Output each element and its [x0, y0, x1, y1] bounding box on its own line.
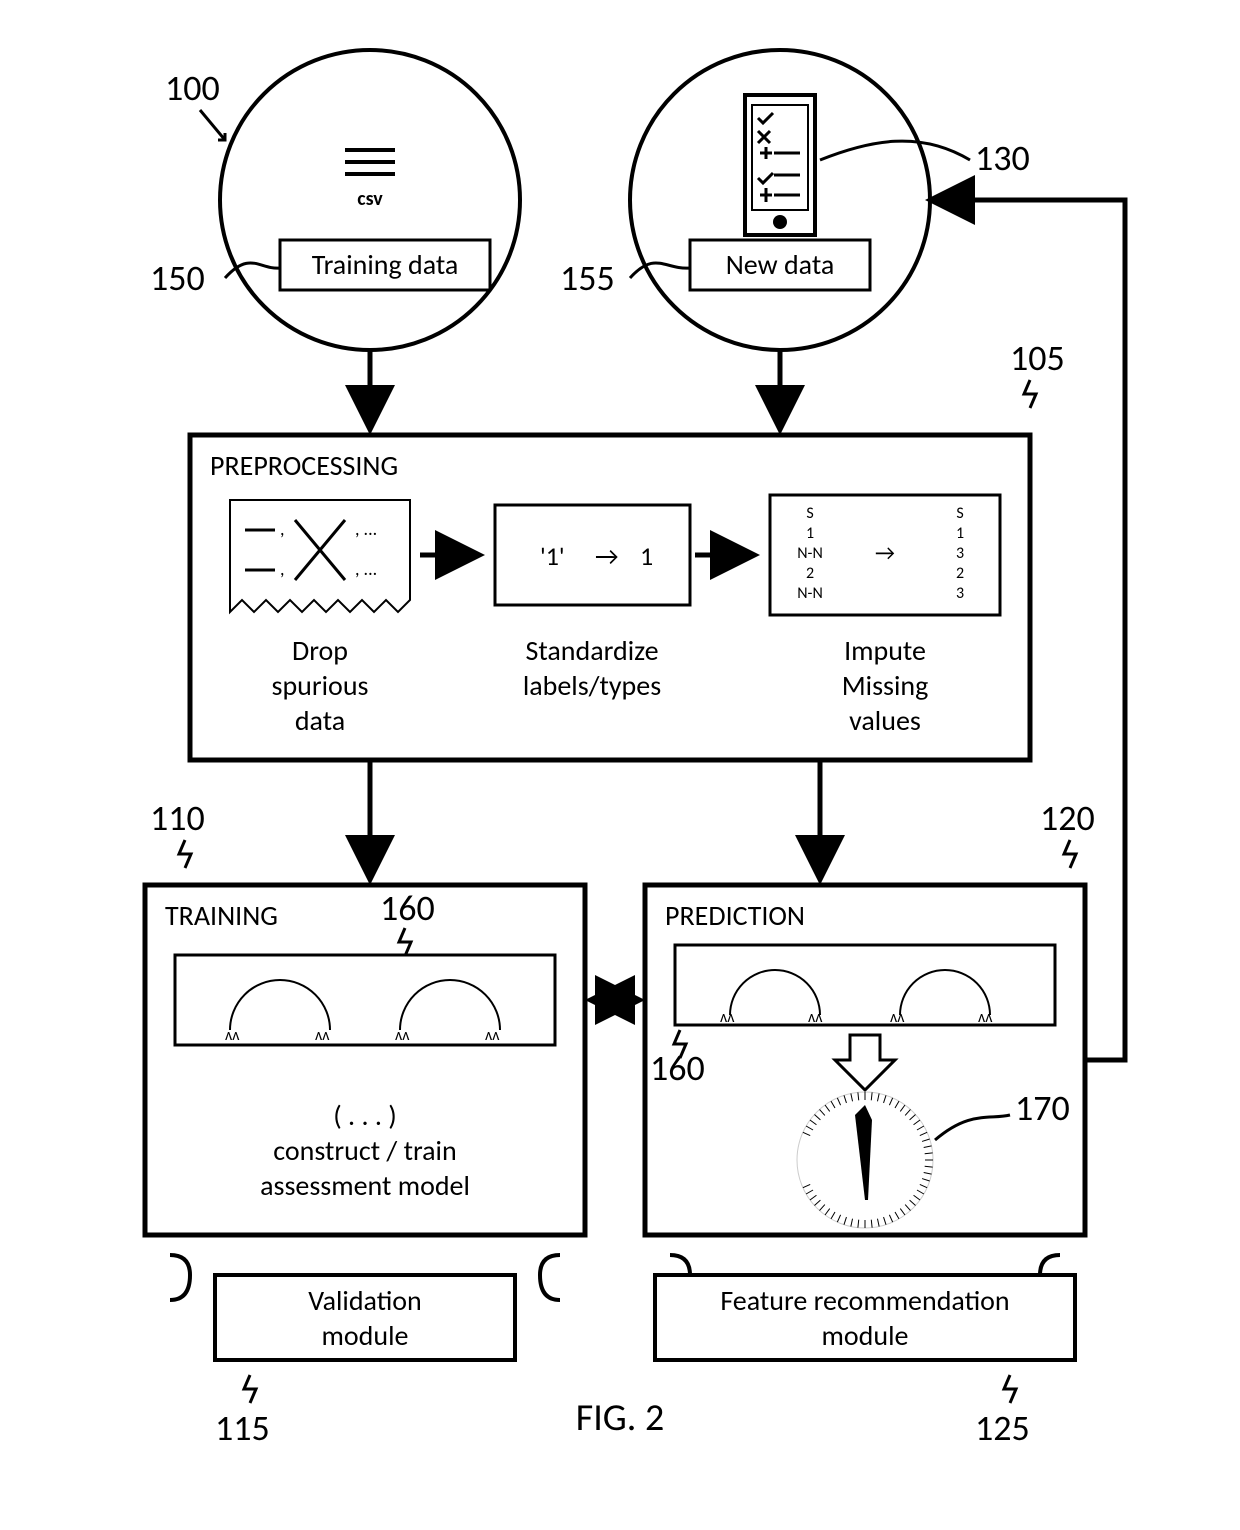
- gauge-icon: [797, 1092, 933, 1228]
- ref-160b: 160: [650, 1046, 705, 1090]
- prediction-title: PREDICTION: [665, 898, 805, 933]
- svg-text:ʌʌ: ʌʌ: [808, 1008, 823, 1027]
- ref-150: 150: [150, 256, 205, 300]
- svg-text:ʌʌ: ʌʌ: [890, 1008, 905, 1027]
- ref-105: 105: [1010, 336, 1065, 380]
- train-l1: ( . . . ): [333, 1098, 397, 1133]
- svg-text:1: 1: [956, 524, 964, 543]
- preprocessing-title: PREPROCESSING: [210, 448, 398, 483]
- svg-text:→: →: [595, 540, 619, 572]
- training-data-circle: csv Training data: [220, 50, 520, 350]
- svg-text:ʌʌ: ʌʌ: [225, 1026, 240, 1045]
- drop-l1: Drop: [292, 633, 348, 668]
- new-data-circle: New data: [630, 50, 930, 350]
- svg-text:, ...: , ...: [355, 558, 377, 580]
- featrec-l1: Feature recommendation: [720, 1283, 1009, 1318]
- std-l2: labels/types: [523, 668, 661, 703]
- svg-text:S: S: [956, 504, 963, 523]
- validation-l2: module: [322, 1318, 409, 1353]
- svg-text:,: ,: [280, 558, 285, 580]
- train-l3: assessment model: [260, 1168, 470, 1203]
- training-title: TRAINING: [165, 898, 278, 933]
- impute-icon: S 1 N-N 2 N-N → S 1 3 2 3: [770, 495, 1000, 615]
- svg-text:ʌʌ: ʌʌ: [315, 1026, 330, 1045]
- csv-label: csv: [357, 187, 383, 211]
- svg-text:N-N: N-N: [797, 544, 823, 563]
- svg-text:N-N: N-N: [797, 584, 823, 603]
- svg-text:ʌʌ: ʌʌ: [720, 1008, 735, 1027]
- new-data-label: New data: [726, 247, 835, 282]
- ref-100: 100: [165, 66, 220, 110]
- svg-text:→: →: [875, 539, 895, 566]
- svg-text:ʌʌ: ʌʌ: [395, 1026, 410, 1045]
- svg-text:2: 2: [956, 564, 964, 583]
- phone-icon: [745, 95, 815, 235]
- imp-l1: Impute: [844, 633, 926, 668]
- ref-130: 130: [975, 136, 1030, 180]
- preprocessing-box: PREPROCESSING , , ... , , ... Drop spuri…: [190, 435, 1030, 760]
- train-l2: construct / train: [273, 1133, 456, 1168]
- ref-125: 125: [975, 1406, 1030, 1450]
- drop-l2: spurious: [272, 668, 369, 703]
- std-from: '1': [540, 540, 565, 572]
- ref-120: 120: [1040, 796, 1095, 840]
- svg-text:,: ,: [280, 518, 285, 540]
- svg-text:2: 2: [806, 564, 814, 583]
- validation-module-box: Validation module: [215, 1275, 515, 1360]
- featrec-l2: module: [822, 1318, 909, 1353]
- svg-text:3: 3: [956, 584, 964, 603]
- ref-170: 170: [1015, 1086, 1070, 1130]
- svg-text:S: S: [806, 504, 813, 523]
- figure-label: FIG. 2: [576, 1395, 664, 1441]
- svg-text:1: 1: [806, 524, 814, 543]
- svg-text:ʌʌ: ʌʌ: [978, 1008, 993, 1027]
- prediction-box: PREDICTION ʌʌ ʌʌ ʌʌ ʌʌ 160 170: [645, 885, 1085, 1235]
- drop-spurious-icon: , , ... , , ...: [225, 495, 415, 615]
- validation-l1: Validation: [308, 1283, 422, 1318]
- feature-rec-module-box: Feature recommendation module: [655, 1275, 1075, 1360]
- std-to: 1: [640, 540, 653, 572]
- ref-115: 115: [215, 1406, 270, 1450]
- standardize-icon: '1' → 1: [495, 505, 690, 605]
- std-l1: Standardize: [525, 633, 658, 668]
- svg-text:, ...: , ...: [355, 518, 377, 540]
- ref-155: 155: [560, 256, 615, 300]
- drop-l3: data: [295, 703, 345, 738]
- svg-text:3: 3: [956, 544, 964, 563]
- ref-110: 110: [150, 796, 205, 840]
- ref-160a: 160: [380, 886, 435, 930]
- training-data-label: Training data: [312, 247, 459, 282]
- training-box: TRAINING 160 ʌʌ ʌʌ ʌʌ ʌʌ ( . . . ) const…: [145, 885, 585, 1235]
- imp-l2: Missing: [842, 668, 929, 703]
- imp-l3: values: [849, 703, 921, 738]
- svg-text:ʌʌ: ʌʌ: [485, 1026, 500, 1045]
